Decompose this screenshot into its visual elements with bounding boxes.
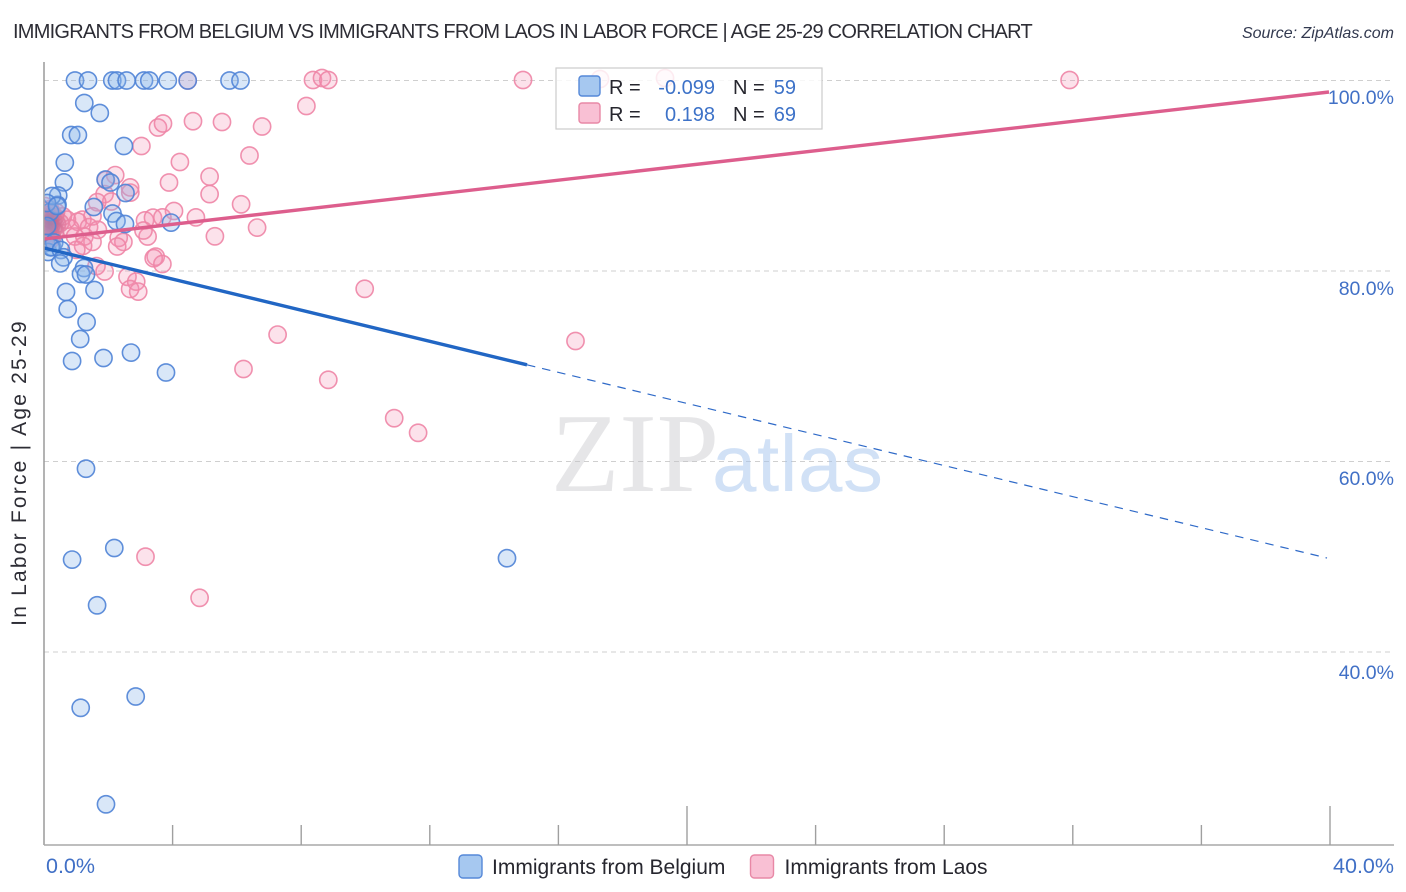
svg-text:ZIP: ZIP xyxy=(551,392,719,516)
svg-text:40.0%: 40.0% xyxy=(1333,854,1394,878)
svg-text:40.0%: 40.0% xyxy=(1339,662,1394,684)
svg-text:80.0%: 80.0% xyxy=(1339,278,1394,300)
svg-text:100.0%: 100.0% xyxy=(1328,87,1394,109)
svg-text:0.198: 0.198 xyxy=(665,104,715,126)
svg-text:59: 59 xyxy=(774,77,796,99)
svg-text:Immigrants from Belgium: Immigrants from Belgium xyxy=(492,856,725,879)
svg-text:N =: N = xyxy=(733,104,765,126)
svg-text:69: 69 xyxy=(774,104,796,126)
svg-text:0.0%: 0.0% xyxy=(46,854,95,878)
svg-text:R =: R = xyxy=(609,104,641,126)
svg-text:60.0%: 60.0% xyxy=(1339,468,1394,490)
svg-text:N =: N = xyxy=(733,77,765,99)
svg-text:In Labor Force | Age 25-29: In Labor Force | Age 25-29 xyxy=(8,319,31,626)
svg-text:Immigrants from Laos: Immigrants from Laos xyxy=(785,856,988,879)
svg-text:-0.099: -0.099 xyxy=(658,77,715,99)
svg-text:atlas: atlas xyxy=(712,419,883,508)
svg-text:R =: R = xyxy=(609,77,641,99)
